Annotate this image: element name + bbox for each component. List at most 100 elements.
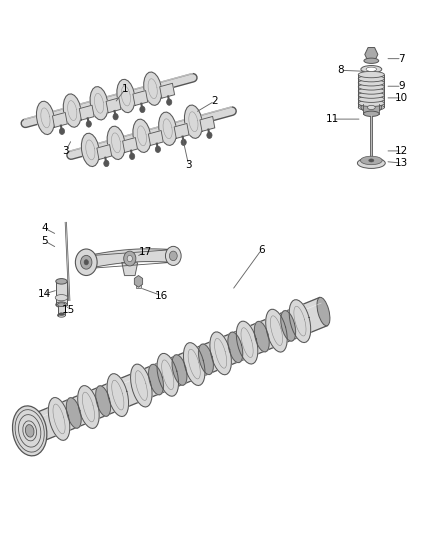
Ellipse shape: [317, 297, 330, 326]
Text: 2: 2: [212, 96, 218, 106]
Polygon shape: [36, 101, 54, 134]
Text: 9: 9: [399, 81, 405, 91]
Bar: [364, 104, 379, 114]
Text: 1: 1: [122, 84, 129, 94]
Ellipse shape: [358, 76, 385, 82]
Circle shape: [127, 255, 132, 262]
Circle shape: [166, 99, 172, 106]
Polygon shape: [66, 398, 81, 428]
Polygon shape: [64, 94, 81, 127]
Polygon shape: [81, 133, 99, 167]
Text: 16: 16: [155, 290, 168, 301]
Circle shape: [81, 255, 92, 269]
Ellipse shape: [364, 111, 379, 116]
Text: 6: 6: [258, 245, 265, 255]
Bar: [56, 281, 67, 305]
Polygon shape: [210, 332, 231, 375]
Ellipse shape: [361, 66, 382, 73]
Bar: [57, 305, 65, 316]
Polygon shape: [107, 374, 128, 416]
Ellipse shape: [358, 92, 385, 98]
Ellipse shape: [366, 67, 377, 71]
Polygon shape: [228, 332, 243, 362]
Circle shape: [170, 251, 177, 261]
Text: 4: 4: [42, 223, 48, 233]
Polygon shape: [174, 124, 189, 139]
Polygon shape: [117, 79, 135, 112]
Ellipse shape: [358, 84, 385, 90]
Circle shape: [181, 139, 186, 146]
Circle shape: [84, 260, 88, 265]
Polygon shape: [90, 87, 108, 120]
Ellipse shape: [369, 159, 374, 162]
Polygon shape: [106, 98, 121, 113]
Text: 3: 3: [63, 146, 69, 156]
Polygon shape: [97, 144, 112, 159]
Bar: [136, 281, 141, 288]
Bar: [364, 75, 379, 108]
Text: 14: 14: [37, 289, 51, 299]
Text: 8: 8: [338, 66, 344, 75]
Polygon shape: [172, 355, 187, 385]
Ellipse shape: [23, 417, 36, 445]
Ellipse shape: [358, 104, 385, 111]
Polygon shape: [79, 105, 94, 120]
Polygon shape: [26, 297, 327, 445]
Ellipse shape: [55, 295, 68, 301]
Polygon shape: [148, 364, 163, 395]
Polygon shape: [78, 386, 99, 429]
Ellipse shape: [358, 96, 385, 102]
Circle shape: [140, 106, 145, 112]
Ellipse shape: [358, 71, 385, 78]
Circle shape: [155, 146, 160, 152]
Polygon shape: [184, 343, 205, 385]
Ellipse shape: [361, 103, 382, 112]
Polygon shape: [123, 138, 138, 152]
Ellipse shape: [59, 313, 64, 316]
Circle shape: [113, 114, 118, 120]
Ellipse shape: [364, 72, 379, 77]
Polygon shape: [133, 91, 148, 106]
Text: 10: 10: [395, 93, 408, 103]
Ellipse shape: [358, 79, 385, 86]
Circle shape: [104, 160, 109, 167]
Text: 3: 3: [185, 160, 192, 169]
Polygon shape: [133, 119, 151, 152]
Polygon shape: [266, 309, 287, 352]
Polygon shape: [198, 344, 213, 375]
Ellipse shape: [57, 303, 65, 306]
Circle shape: [60, 128, 64, 134]
Polygon shape: [107, 126, 125, 159]
Ellipse shape: [56, 279, 67, 284]
Text: 17: 17: [138, 247, 152, 257]
Polygon shape: [157, 353, 178, 396]
Ellipse shape: [360, 156, 382, 165]
Ellipse shape: [364, 58, 379, 63]
Text: 5: 5: [42, 236, 48, 246]
Text: 11: 11: [325, 114, 339, 124]
Polygon shape: [85, 249, 173, 269]
Circle shape: [207, 132, 212, 139]
Polygon shape: [122, 263, 138, 276]
Polygon shape: [131, 364, 152, 407]
Polygon shape: [148, 131, 163, 146]
Polygon shape: [289, 300, 311, 343]
Text: 13: 13: [395, 158, 408, 168]
Polygon shape: [184, 105, 202, 139]
Circle shape: [75, 249, 97, 276]
Bar: [358, 75, 385, 108]
Circle shape: [130, 153, 135, 159]
Polygon shape: [160, 83, 174, 98]
Ellipse shape: [56, 302, 67, 308]
Circle shape: [86, 121, 92, 127]
Polygon shape: [200, 116, 215, 131]
Text: 12: 12: [395, 146, 408, 156]
Text: 7: 7: [399, 54, 405, 63]
Ellipse shape: [364, 106, 379, 110]
Ellipse shape: [367, 106, 375, 110]
Circle shape: [166, 246, 181, 265]
Polygon shape: [53, 112, 67, 127]
Polygon shape: [237, 321, 258, 364]
Ellipse shape: [357, 158, 385, 168]
Ellipse shape: [57, 313, 65, 317]
